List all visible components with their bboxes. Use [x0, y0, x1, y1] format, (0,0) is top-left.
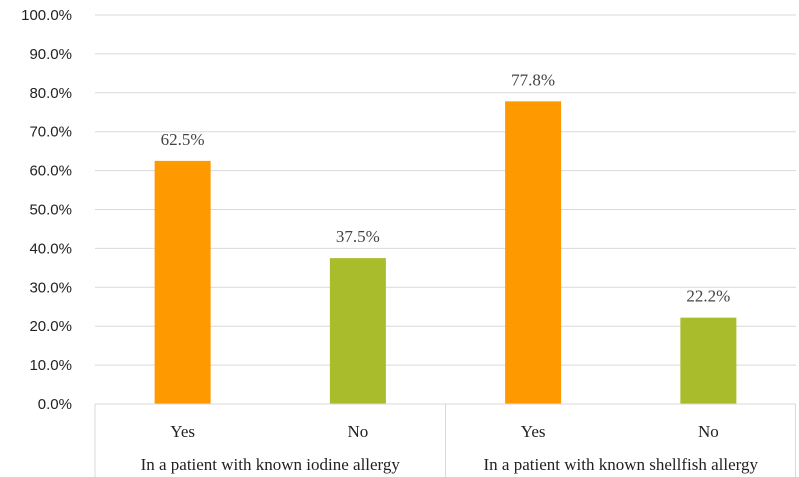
y-tick-label: 50.0%: [29, 202, 72, 219]
x-category-label: No: [698, 422, 719, 441]
y-tick-label: 60.0%: [29, 163, 72, 180]
x-category-label: No: [347, 422, 368, 441]
y-tick-label: 100.0%: [21, 7, 72, 24]
y-tick-label: 80.0%: [29, 85, 72, 102]
bar: [680, 317, 737, 404]
y-tick-label: 40.0%: [29, 240, 72, 257]
bar: [329, 258, 386, 404]
y-tick-label: 10.0%: [29, 357, 72, 374]
bar: [154, 160, 211, 404]
x-category-label: Yes: [170, 422, 195, 441]
data-label: 22.2%: [686, 287, 730, 306]
y-tick-label: 90.0%: [29, 46, 72, 63]
x-category-label: Yes: [521, 422, 546, 441]
x-group-label: In a patient with known shellfish allerg…: [484, 455, 759, 474]
x-group-label: In a patient with known iodine allergy: [141, 455, 401, 474]
bar: [505, 101, 562, 404]
y-tick-label: 70.0%: [29, 124, 72, 141]
data-label: 37.5%: [336, 227, 380, 246]
data-label: 77.8%: [511, 70, 555, 89]
y-tick-label: 20.0%: [29, 318, 72, 335]
y-tick-label: 0.0%: [38, 396, 72, 413]
data-label: 62.5%: [161, 130, 205, 149]
y-tick-label: 30.0%: [29, 279, 72, 296]
